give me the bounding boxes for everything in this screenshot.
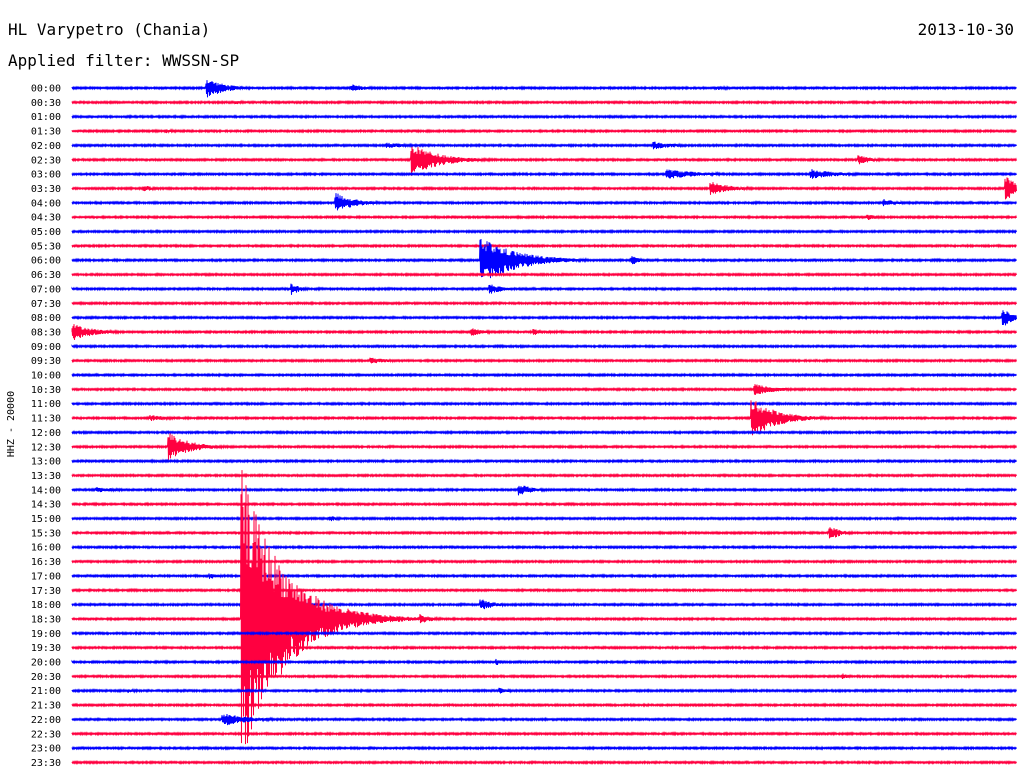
time-tick-label: 23:30: [31, 758, 61, 769]
trace-row-0000: [71, 80, 1017, 98]
time-tick-label: 18:30: [31, 614, 61, 625]
time-tick-label: 01:00: [31, 112, 61, 123]
trace-row-0300: [71, 169, 1017, 179]
time-tick-label: 11:00: [31, 399, 61, 410]
time-tick-label: 11:30: [31, 414, 61, 425]
time-tick-label: 03:30: [31, 184, 61, 195]
time-tick-label: 03:00: [31, 170, 61, 181]
time-tick-label: 15:30: [31, 528, 61, 539]
station-title: HL Varypetro (Chania): [8, 20, 211, 39]
time-tick-label: 22:30: [31, 729, 61, 740]
trace-row-1000: [71, 372, 1017, 378]
time-tick-label: 04:00: [31, 198, 61, 209]
time-tick-label: 20:30: [31, 672, 61, 683]
trace-rows: [71, 80, 1017, 766]
trace-row-0730: [71, 300, 1017, 306]
trace-row-0400: [71, 193, 1017, 211]
time-tick-label: 07:30: [31, 299, 61, 310]
trace-row-1230: [71, 433, 1017, 461]
time-tick-label: 12:30: [31, 442, 61, 453]
time-tick-label: 00:00: [31, 84, 61, 95]
filter-label: Applied filter: WWSSN-SP: [8, 51, 240, 70]
time-tick-label: 17:30: [31, 586, 61, 597]
time-tick-label: 05:30: [31, 241, 61, 252]
time-tick-label: 17:00: [31, 571, 61, 582]
trace-row-1800: [71, 599, 1017, 610]
time-tick-label: 06:30: [31, 270, 61, 281]
time-tick-label: 05:00: [31, 227, 61, 238]
time-tick-label: 20:00: [31, 658, 61, 669]
date-label: 2013-10-30: [917, 20, 1014, 39]
time-tick-label: 16:00: [31, 543, 61, 554]
time-tick-label: 13:30: [31, 471, 61, 482]
time-tick-label: 18:00: [31, 600, 61, 611]
time-tick-label: 10:00: [31, 371, 61, 382]
time-tick-label: 02:00: [31, 141, 61, 152]
time-tick-label: 21:00: [31, 686, 61, 697]
time-tick-labels: 00:00 00:30 01:00 01:30 02:00 02:30 03:00 03:30…: [31, 84, 61, 769]
trace-row-1830: [71, 470, 1017, 745]
trace-row-0230: [71, 146, 1017, 176]
time-tick-label: 09:00: [31, 342, 61, 353]
time-tick-label: 15:00: [31, 514, 61, 525]
time-tick-label: 22:00: [31, 715, 61, 726]
time-tick-label: 04:30: [31, 213, 61, 224]
time-tick-label: 19:30: [31, 643, 61, 654]
trace-row-0830: [71, 324, 1017, 341]
time-tick-label: 19:00: [31, 629, 61, 640]
time-tick-label: 00:30: [31, 98, 61, 109]
trace-row-1400: [71, 485, 1017, 496]
trace-row-1200: [71, 429, 1017, 436]
time-tick-label: 16:30: [31, 557, 61, 568]
time-tick-label: 21:30: [31, 701, 61, 712]
time-tick-label: 06:00: [31, 256, 61, 267]
time-tick-label: 07:00: [31, 284, 61, 295]
time-tick-label: 09:30: [31, 356, 61, 367]
time-tick-label: 23:00: [31, 744, 61, 755]
time-tick-label: 10:30: [31, 385, 61, 396]
time-tick-label: 12:00: [31, 428, 61, 439]
channel-label: HHZ - 20000: [6, 391, 17, 457]
time-tick-label: 14:00: [31, 485, 61, 496]
time-tick-label: 14:30: [31, 500, 61, 511]
time-tick-label: 02:30: [31, 155, 61, 166]
time-tick-label: 13:00: [31, 457, 61, 468]
time-tick-label: 08:00: [31, 313, 61, 324]
time-tick-label: 08:30: [31, 327, 61, 338]
time-tick-label: 01:30: [31, 127, 61, 138]
